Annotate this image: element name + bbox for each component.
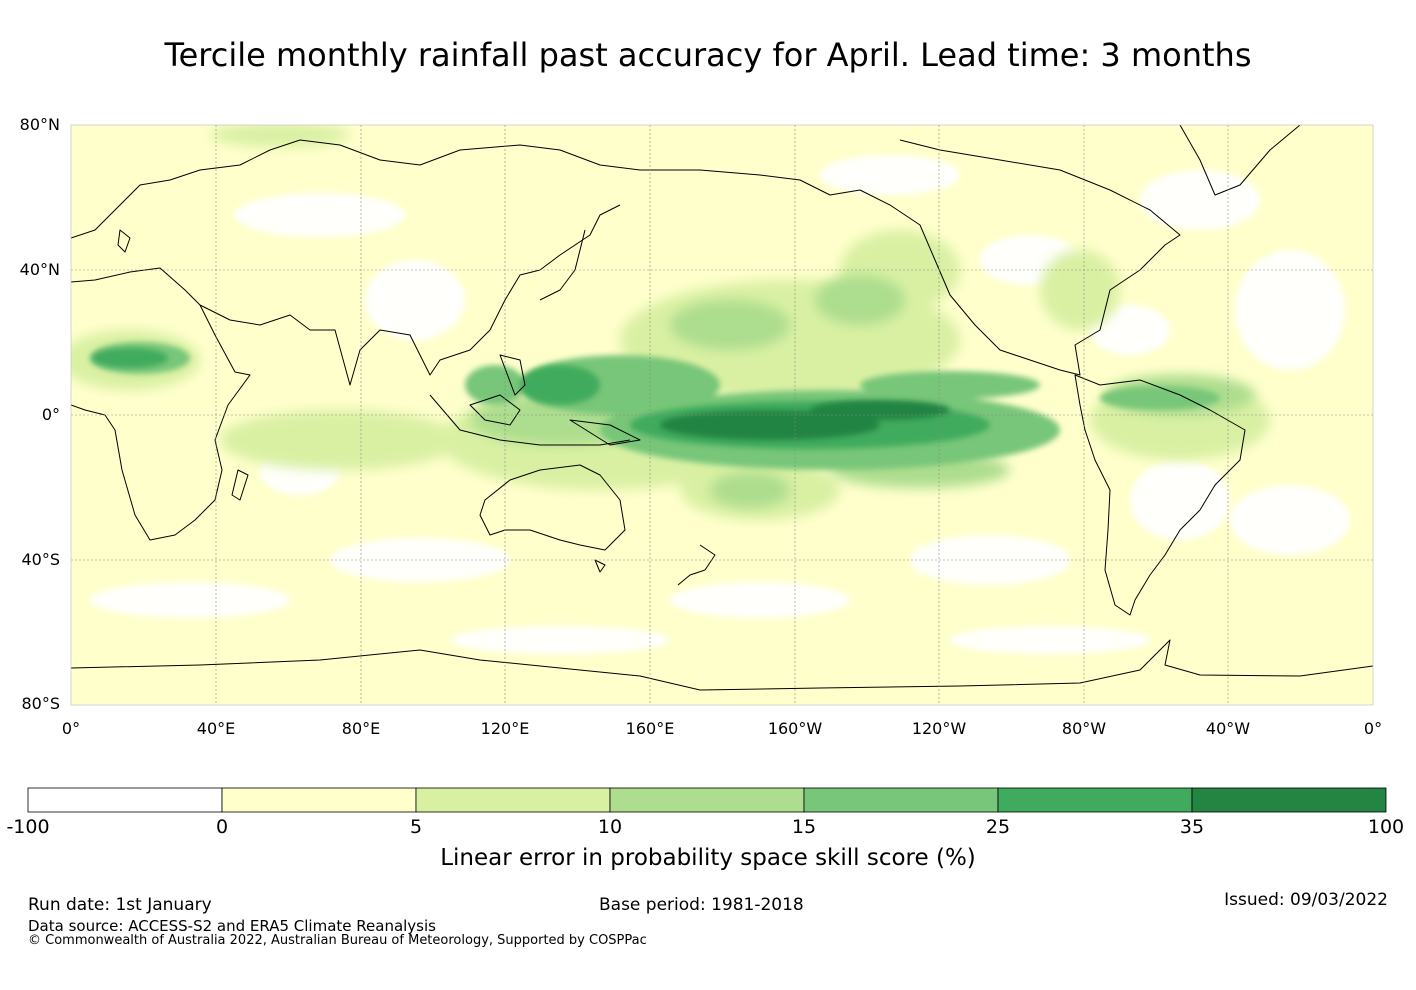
lon-label-160e: 160°E <box>625 719 675 738</box>
map-gridlines <box>71 125 1373 705</box>
colorbar-tick: -100 <box>6 816 50 838</box>
base-period: Base period: 1981-2018 <box>599 895 804 915</box>
lon-label-160w: 160°W <box>767 719 823 738</box>
colorbar-swatch--100-to-0 <box>27 787 223 813</box>
data-source: Data source: ACCESS-S2 and ERA5 Climate … <box>28 917 436 935</box>
colorbar-swatch-10-to-15 <box>609 787 805 813</box>
coast-south-america <box>1074 374 1246 616</box>
colorbar-swatch-35-to-100 <box>1191 787 1387 813</box>
lon-label-120w: 120°W <box>911 719 967 738</box>
lat-label-40n: 40°N <box>19 260 60 279</box>
coast-new-zealand <box>677 544 716 586</box>
chart-title: Tercile monthly rainfall past accuracy f… <box>164 36 1252 74</box>
lon-label-80e: 80°E <box>341 719 381 738</box>
issued-date: Issued: 09/03/2022 <box>1224 890 1388 910</box>
colorbar <box>27 787 1387 813</box>
lat-label-0: 0° <box>41 405 60 424</box>
lon-label-40e: 40°E <box>196 719 236 738</box>
colorbar-tick: 15 <box>791 816 817 838</box>
lon-label-80w: 80°W <box>1061 719 1107 738</box>
colorbar-tick: 0 <box>215 816 229 838</box>
coast-greenland <box>1179 125 1301 196</box>
coast-australia <box>479 464 626 551</box>
coast-antarctica <box>71 639 1373 691</box>
lat-label-40s: 40°S <box>21 550 60 569</box>
colorbar-swatch-0-to-5 <box>221 787 417 813</box>
lon-label-0-right: 0° <box>1363 719 1383 738</box>
colorbar-tick: 10 <box>597 816 623 838</box>
coast-asia-south <box>199 204 621 386</box>
coast-eurasia <box>71 139 831 239</box>
colorbar-tick: 35 <box>1179 816 1205 838</box>
lon-label-120e: 120°E <box>480 719 530 738</box>
colorbar-tick: 5 <box>409 816 423 838</box>
colorbar-swatch-25-to-35 <box>997 787 1193 813</box>
lon-label-40w: 40°W <box>1205 719 1251 738</box>
lat-label-80n: 80°N <box>19 115 60 134</box>
colorbar-swatch-5-to-10 <box>415 787 611 813</box>
coast-indonesia <box>429 394 631 446</box>
coastlines <box>71 125 1373 691</box>
colorbar-caption: Linear error in probability space skill … <box>440 845 976 871</box>
coast-africa <box>71 267 251 541</box>
lon-label-0: 0° <box>61 719 81 738</box>
lat-label-80s: 80°S <box>21 694 60 713</box>
copyright: © Commonwealth of Australia 2022, Austra… <box>28 933 647 948</box>
run-date: Run date: 1st January <box>28 895 212 915</box>
colorbar-tick: 25 <box>985 816 1011 838</box>
coast-north-america <box>829 139 1181 376</box>
map-frame <box>70 124 1374 706</box>
colorbar-swatch-15-to-25 <box>803 787 999 813</box>
colorbar-tick: 100 <box>1367 816 1405 838</box>
